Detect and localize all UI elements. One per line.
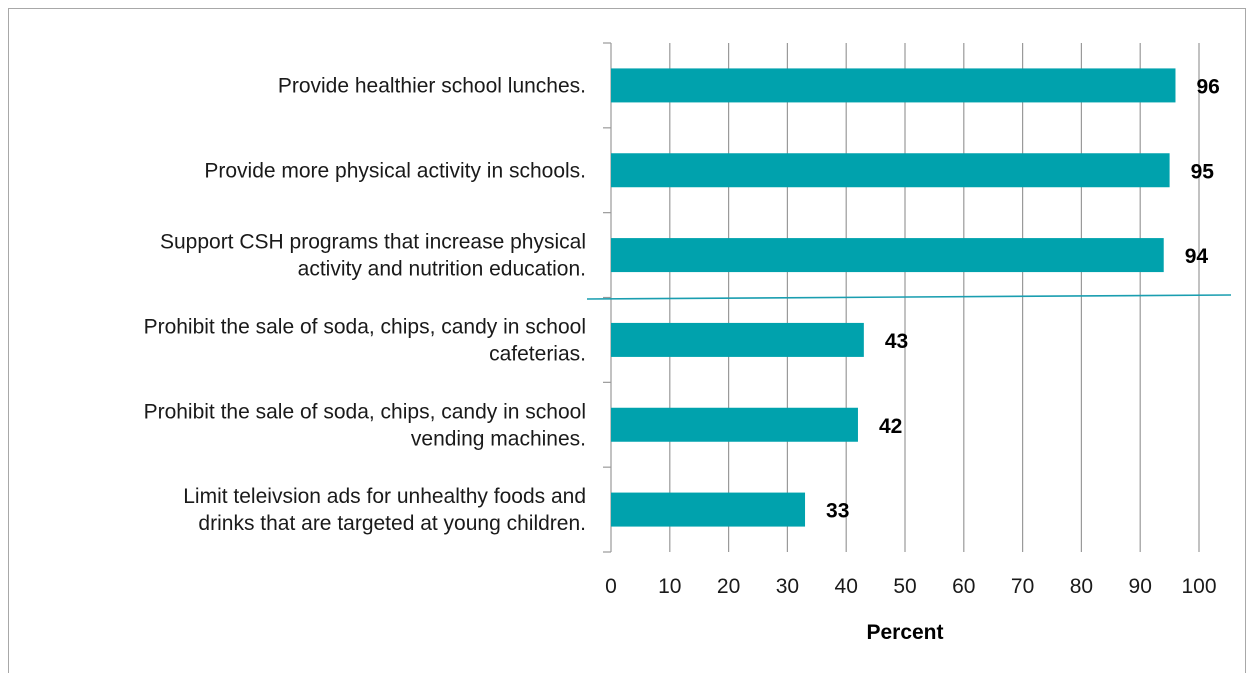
category-label: Prohibit the sale of soda, chips, candy … [144, 400, 586, 450]
data-label: 43 [885, 330, 908, 353]
data-label: 96 [1196, 75, 1219, 98]
data-label: 95 [1191, 160, 1215, 183]
x-axis-title: Percent [866, 621, 943, 644]
x-tick-label: 0 [605, 575, 617, 598]
x-tick-label: 100 [1181, 575, 1216, 598]
x-tick-label: 50 [893, 575, 916, 598]
x-tick-label: 60 [952, 575, 975, 598]
category-label: Provide more physical activity in school… [204, 159, 586, 182]
bar [611, 68, 1176, 103]
category-label: Support CSH programs that increase physi… [160, 231, 586, 281]
x-tick-label: 30 [776, 575, 799, 598]
category-label-line: activity and nutrition education. [298, 258, 586, 281]
category-label-line: Prohibit the sale of soda, chips, candy … [144, 400, 586, 423]
bar [611, 153, 1170, 188]
category-label-line: cafeterias. [489, 342, 586, 365]
data-label: 94 [1185, 245, 1209, 268]
category-label: Limit teleivsion ads for unhealthy foods… [183, 485, 586, 535]
x-tick-label: 80 [1070, 575, 1093, 598]
separator-line [586, 294, 1232, 300]
x-tick-label: 10 [658, 575, 681, 598]
bar [611, 322, 864, 357]
x-tick-label: 20 [717, 575, 740, 598]
data-label: 42 [879, 415, 902, 438]
x-tick-label: 90 [1129, 575, 1152, 598]
category-label-line: drinks that are targeted at young childr… [198, 512, 586, 535]
category-label-line: Prohibit the sale of soda, chips, candy … [144, 315, 586, 338]
category-label-line: Provide more physical activity in school… [204, 159, 586, 182]
data-label: 33 [826, 500, 849, 523]
bar [611, 407, 858, 442]
bar [611, 492, 806, 527]
category-label: Provide healthier school lunches. [278, 74, 586, 97]
category-label-line: Support CSH programs that increase physi… [160, 231, 586, 254]
bar [611, 238, 1164, 273]
category-label: Prohibit the sale of soda, chips, candy … [144, 315, 586, 365]
x-tick-label: 40 [835, 575, 858, 598]
category-label-line: vending machines. [411, 427, 586, 450]
x-tick-label: 70 [1011, 575, 1034, 598]
category-label-line: Provide healthier school lunches. [278, 74, 586, 97]
category-label-line: Limit teleivsion ads for unhealthy foods… [183, 485, 586, 508]
